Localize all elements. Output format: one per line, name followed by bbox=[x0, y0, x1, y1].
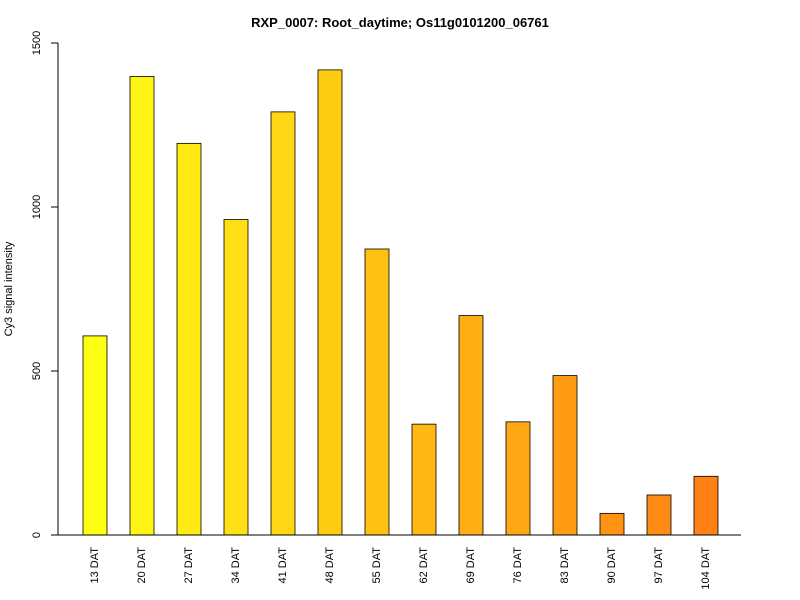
y-tick-label: 1500 bbox=[31, 31, 43, 55]
x-tick-label: 97 DAT bbox=[653, 547, 665, 584]
bar-83-dat bbox=[552, 375, 578, 536]
bar-34-dat bbox=[223, 219, 249, 536]
y-tick-label: 500 bbox=[31, 362, 43, 380]
bar-13-dat bbox=[82, 335, 108, 536]
x-tick-label: 20 DAT bbox=[136, 547, 148, 584]
x-tick-label: 62 DAT bbox=[418, 547, 430, 584]
bar-90-dat bbox=[599, 512, 625, 536]
bar-20-dat bbox=[129, 76, 155, 536]
bar-97-dat bbox=[646, 494, 672, 536]
x-tick-label: 13 DAT bbox=[89, 547, 101, 584]
bar-48-dat bbox=[317, 69, 343, 536]
y-tick-label: 0 bbox=[31, 532, 43, 538]
x-tick-label: 27 DAT bbox=[183, 547, 195, 584]
x-tick-label: 55 DAT bbox=[371, 547, 383, 584]
bar-104-dat bbox=[693, 475, 719, 536]
bar-62-dat bbox=[411, 423, 437, 536]
x-tick-label: 104 DAT bbox=[700, 547, 712, 590]
x-tick-label: 90 DAT bbox=[606, 547, 618, 584]
y-axis: 0 500 1000 1500 bbox=[31, 31, 59, 538]
x-axis: 13 DAT 20 DAT 27 DAT 34 DAT 41 DAT 48 DAT 55 D… bbox=[58, 534, 741, 590]
bar-27-dat bbox=[176, 142, 202, 536]
y-axis-label: Cy3 signal intensity bbox=[3, 241, 15, 336]
bar-76-dat bbox=[505, 421, 531, 536]
y-tick-label: 1000 bbox=[31, 195, 43, 219]
x-tick-label: 83 DAT bbox=[559, 547, 571, 584]
x-tick-label: 48 DAT bbox=[324, 547, 336, 584]
x-tick-label: 69 DAT bbox=[465, 547, 477, 584]
bars-group bbox=[82, 69, 719, 536]
bar-41-dat bbox=[270, 111, 296, 536]
bar-55-dat bbox=[364, 248, 390, 536]
chart-title: RXP_0007: Root_daytime; Os11g0101200_067… bbox=[251, 15, 549, 30]
x-tick-label: 41 DAT bbox=[277, 547, 289, 584]
x-tick-label: 76 DAT bbox=[512, 547, 524, 584]
x-tick-label: 34 DAT bbox=[230, 547, 242, 584]
bar-69-dat bbox=[458, 315, 484, 536]
